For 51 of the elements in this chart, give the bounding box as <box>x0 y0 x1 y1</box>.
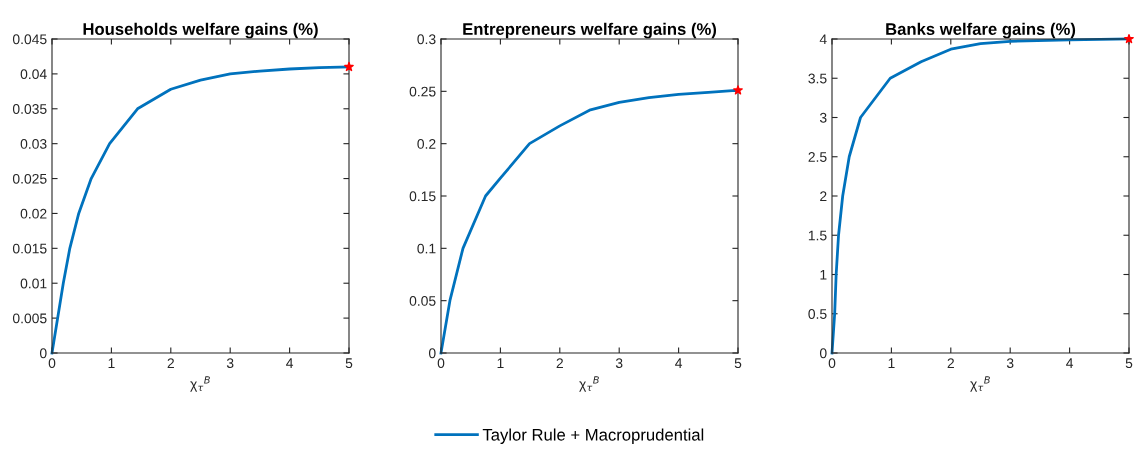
y-tick-label: 3 <box>819 112 827 123</box>
y-tick-label: 1 <box>820 269 827 280</box>
chart-title: Households welfare gains (%) <box>83 22 318 39</box>
y-tick-label: 0 <box>39 348 47 359</box>
y-tick-label: 0.04 <box>20 69 47 80</box>
chart-title: Entrepreneurs welfare gains (%) <box>463 22 717 39</box>
y-tick-label: 3.5 <box>808 73 827 84</box>
x-tick-label: 2 <box>167 358 174 368</box>
x-tick-label: 0 <box>437 358 445 369</box>
x-tick-label: 2 <box>556 358 563 368</box>
x-tick-label: 3 <box>1006 358 1014 369</box>
x-tick-label: 5 <box>734 358 742 369</box>
y-tick-label: 2 <box>820 191 827 202</box>
y-tick-label: 1.5 <box>808 230 827 241</box>
y-tick-label: 0.02 <box>20 208 47 219</box>
y-tick-label: 2.5 <box>808 152 827 162</box>
y-tick-label: 0 <box>428 348 436 359</box>
x-tick-label: 1 <box>497 358 504 368</box>
x-tick-label: 2 <box>947 358 954 368</box>
y-tick-label: 0.5 <box>808 309 827 319</box>
legend-label: Taylor Rule + Macroprudential <box>482 428 704 444</box>
y-tick-label: 4 <box>819 34 827 45</box>
x-axis-title: χ$_{τ}$$^{B}$ <box>190 376 210 392</box>
y-tick-label: 0.035 <box>12 104 47 114</box>
x-tick-label: 3 <box>615 358 623 369</box>
x-tick-label: 5 <box>345 358 353 369</box>
x-tick-label: 0 <box>48 358 56 369</box>
y-tick-label: 0.15 <box>409 191 436 202</box>
x-tick-label: 5 <box>1125 358 1133 369</box>
x-tick-label: 1 <box>888 358 895 368</box>
y-tick-label: 0.03 <box>20 139 47 149</box>
y-tick-label: 0.015 <box>12 243 47 254</box>
x-axis-title: χ$_{τ}$$^{B}$ <box>970 376 990 392</box>
x-tick-label: 4 <box>1066 358 1074 368</box>
x-tick-label: 4 <box>675 358 683 368</box>
y-tick-label: 0.05 <box>409 296 436 306</box>
x-tick-label: 4 <box>286 358 294 368</box>
y-tick-label: 0.045 <box>12 34 47 45</box>
x-tick-label: 3 <box>226 358 234 369</box>
y-tick-label: 0 <box>819 348 827 359</box>
y-tick-label: 0.005 <box>12 313 47 324</box>
chart-title: Banks welfare gains (%) <box>886 22 1076 39</box>
y-tick-label: 0.3 <box>417 34 436 45</box>
y-tick-label: 0.1 <box>417 243 436 254</box>
y-tick-label: 0.025 <box>12 173 47 184</box>
y-tick-label: 0.25 <box>409 86 436 97</box>
y-tick-label: 0.01 <box>20 278 47 289</box>
x-tick-label: 1 <box>108 358 115 368</box>
x-axis-title: χ$_{τ}$$^{B}$ <box>579 376 599 392</box>
x-tick-label: 0 <box>828 358 836 369</box>
y-tick-label: 0.2 <box>417 139 436 149</box>
